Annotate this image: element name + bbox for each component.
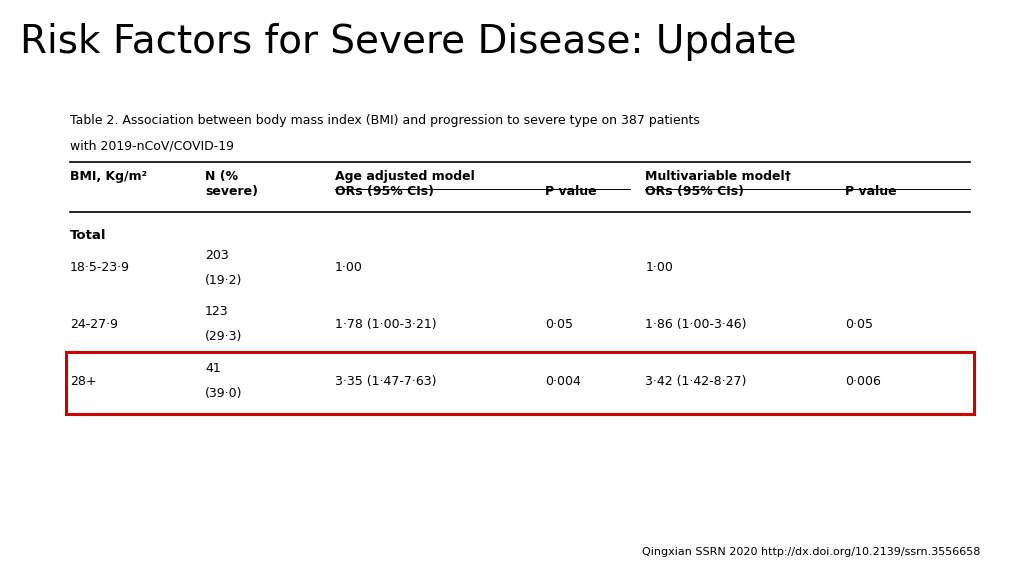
Text: (29·3): (29·3): [205, 331, 242, 343]
Text: 41: 41: [205, 362, 221, 375]
Text: 24-27·9: 24-27·9: [70, 318, 118, 331]
Text: 0·006: 0·006: [845, 375, 882, 387]
Text: 3·35 (1·47-7·63): 3·35 (1·47-7·63): [335, 375, 436, 387]
Text: Multivariable model†: Multivariable model†: [645, 170, 791, 183]
Text: BMI, Kg/m²: BMI, Kg/m²: [70, 170, 147, 183]
Text: N (%: N (%: [205, 170, 238, 183]
Text: 3·42 (1·42-8·27): 3·42 (1·42-8·27): [645, 375, 746, 387]
Text: Total: Total: [70, 229, 106, 242]
Text: 1·00: 1·00: [645, 261, 674, 274]
Text: 123: 123: [205, 306, 228, 318]
Text: 203: 203: [205, 249, 229, 261]
Text: Table 2. Association between body mass index (BMI) and progression to severe typ: Table 2. Association between body mass i…: [70, 114, 700, 127]
Text: 18·5-23·9: 18·5-23·9: [70, 261, 130, 274]
Text: 1·86 (1·00-3·46): 1·86 (1·00-3·46): [645, 318, 746, 331]
Text: 0·05: 0·05: [545, 318, 574, 331]
Text: (19·2): (19·2): [205, 274, 242, 286]
Text: ORs (95% CIs): ORs (95% CIs): [645, 186, 744, 198]
Text: with 2019-nCoV/COVID-19: with 2019-nCoV/COVID-19: [70, 139, 234, 152]
Text: P value: P value: [545, 186, 597, 198]
Text: (39·0): (39·0): [205, 387, 242, 400]
Text: 0·004: 0·004: [545, 375, 581, 387]
Text: Age adjusted model: Age adjusted model: [335, 170, 475, 183]
Text: 28+: 28+: [70, 375, 97, 387]
Text: Qingxian SSRN 2020 http://dx.doi.org/10.2139/ssrn.3556658: Qingxian SSRN 2020 http://dx.doi.org/10.…: [642, 546, 981, 557]
Text: P value: P value: [845, 186, 897, 198]
Text: Risk Factors for Severe Disease: Update: Risk Factors for Severe Disease: Update: [20, 23, 797, 61]
Text: 0·05: 0·05: [845, 318, 874, 331]
Text: severe): severe): [205, 186, 259, 198]
Text: 1·00: 1·00: [335, 261, 363, 274]
Text: ORs (95% CIs): ORs (95% CIs): [335, 186, 434, 198]
Text: 1·78 (1·00-3·21): 1·78 (1·00-3·21): [335, 318, 436, 331]
